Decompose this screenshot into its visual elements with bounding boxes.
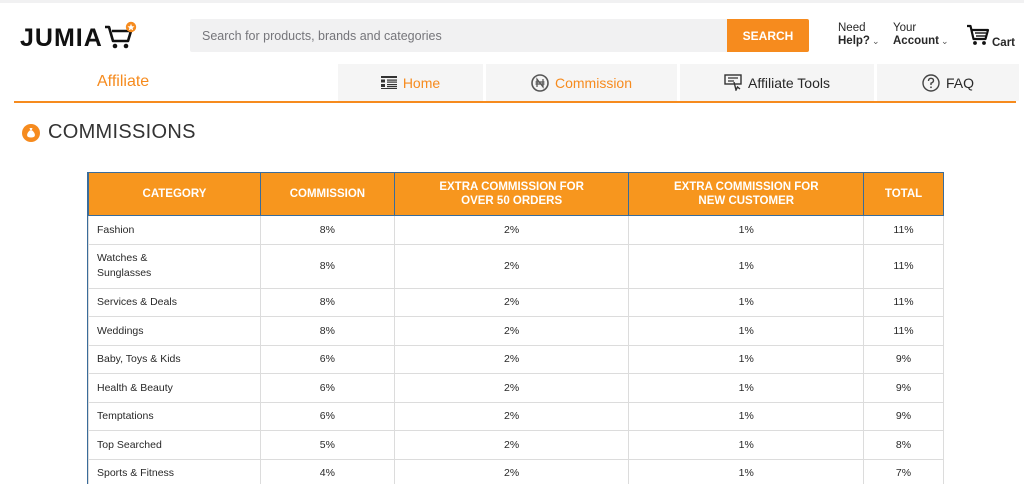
commission-cell: 8% — [259, 287, 395, 317]
extra-50-orders-cell: 2% — [393, 401, 630, 431]
extra-new-customer-cell: 1% — [628, 243, 865, 289]
search-box — [190, 19, 728, 52]
extra-new-customer-cell: 1% — [628, 458, 865, 484]
commission-cell: 8% — [259, 243, 395, 289]
commission-cell: 6% — [259, 401, 395, 431]
tab-faq[interactable]: FAQ — [877, 64, 1019, 101]
total-cell: 9% — [863, 401, 944, 431]
category-cell: Temptations — [88, 401, 261, 431]
account-menu[interactable]: Your Account ⌄ — [893, 22, 949, 48]
chevron-down-icon: ⌄ — [941, 36, 949, 46]
affiliate-tabs: Home Commission Affiliate Tools — [338, 64, 1019, 101]
page-heading: COMMISSIONS — [22, 121, 196, 144]
category-cell: Watches & Sunglasses — [88, 243, 261, 289]
logo-text: JUMIA — [20, 24, 103, 52]
extra-50-orders-cell: 2% — [393, 215, 630, 245]
tab-home-label: Home — [402, 74, 441, 91]
site-header: JUMIA SEARCH Need Help?⌄ Your Account⌄ — [0, 0, 1024, 64]
column-header-total: TOTAL — [863, 172, 944, 216]
total-cell: 9% — [863, 373, 944, 403]
category-cell: Baby, Toys & Kids — [88, 344, 261, 374]
question-icon — [922, 73, 940, 92]
cart-icon — [966, 24, 990, 51]
account-line1: Your — [893, 22, 917, 34]
category-cell: Services & Deals — [88, 287, 261, 317]
account-line2: Account — [893, 35, 939, 47]
total-cell: 11% — [863, 316, 944, 346]
category-cell: Health & Beauty — [88, 373, 261, 403]
extra-new-customer-cell: 1% — [628, 316, 865, 346]
category-cell: Sports & Fitness — [88, 458, 261, 484]
commission-cell: 4% — [259, 458, 395, 484]
search-button[interactable]: SEARCH — [727, 19, 809, 52]
list-icon — [380, 76, 397, 89]
extra-50-orders-cell: 2% — [393, 373, 630, 403]
nav-divider — [14, 101, 1016, 103]
extra-50-orders-cell: 2% — [393, 287, 630, 317]
help-line2: Help? — [838, 35, 870, 47]
table-header-row: CATEGORY COMMISSION EXTRA COMMISSION FOR… — [88, 172, 944, 216]
total-cell: 11% — [863, 215, 944, 245]
extra-new-customer-cell: 1% — [628, 215, 865, 245]
commission-cell: 5% — [259, 430, 395, 460]
help-menu[interactable]: Need Help? ⌄ — [838, 22, 880, 48]
help-line1: Need — [838, 22, 866, 34]
total-cell: 8% — [863, 430, 944, 460]
tab-home[interactable]: Home — [338, 64, 483, 101]
tab-commission-label: Commission — [554, 74, 632, 91]
extra-50-orders-cell: 2% — [393, 316, 630, 346]
naira-coin-icon — [531, 73, 549, 92]
table-row: Health & Beauty 6% 2% 1% 9% — [88, 373, 944, 403]
tools-icon — [724, 74, 742, 91]
table-row: Fashion 8% 2% 1% 11% — [88, 215, 944, 245]
total-cell: 7% — [863, 458, 944, 484]
search-input[interactable] — [190, 19, 728, 52]
table-row: Services & Deals 8% 2% 1% 11% — [88, 287, 944, 317]
logo-cart-icon — [104, 21, 138, 56]
table-row: Baby, Toys & Kids 6% 2% 1% 9% — [88, 344, 944, 374]
jumia-logo[interactable]: JUMIA — [20, 21, 138, 56]
commissions-table: CATEGORY COMMISSION EXTRA COMMISSION FOR… — [88, 172, 944, 484]
commission-cell: 6% — [259, 373, 395, 403]
moneybag-icon — [22, 123, 40, 142]
cart-link[interactable]: Cart — [966, 24, 1015, 51]
column-header-commission: COMMISSION — [259, 172, 395, 216]
tab-faq-label: FAQ — [945, 74, 974, 91]
column-header-extra-50-orders: EXTRA COMMISSION FOR OVER 50 ORDERS — [393, 172, 630, 216]
table-row: Temptations 6% 2% 1% 9% — [88, 401, 944, 431]
commission-cell: 8% — [259, 316, 395, 346]
commission-cell: 6% — [259, 344, 395, 374]
total-cell: 11% — [863, 243, 944, 289]
extra-new-customer-cell: 1% — [628, 401, 865, 431]
category-cell: Top Searched — [88, 430, 261, 460]
tab-affiliate-tools-label: Affiliate Tools — [748, 74, 830, 91]
affiliate-title[interactable]: Affiliate — [97, 73, 150, 90]
tab-commission[interactable]: Commission — [486, 64, 677, 101]
column-header-category: CATEGORY — [88, 172, 261, 216]
extra-new-customer-cell: 1% — [628, 287, 865, 317]
extra-new-customer-cell: 1% — [628, 373, 865, 403]
total-cell: 9% — [863, 344, 944, 374]
extra-50-orders-cell: 2% — [393, 344, 630, 374]
category-cell: Weddings — [88, 316, 261, 346]
commission-cell: 8% — [259, 215, 395, 245]
page-title: COMMISSIONS — [48, 121, 196, 143]
extra-50-orders-cell: 2% — [393, 430, 630, 460]
table-row: Watches & Sunglasses 8% 2% 1% 11% — [88, 243, 944, 289]
extra-new-customer-cell: 1% — [628, 430, 865, 460]
extra-50-orders-cell: 2% — [393, 458, 630, 484]
tab-affiliate-tools[interactable]: Affiliate Tools — [680, 64, 874, 101]
table-row: Weddings 8% 2% 1% 11% — [88, 316, 944, 346]
table-row: Sports & Fitness 4% 2% 1% 7% — [88, 458, 944, 484]
extra-new-customer-cell: 1% — [628, 344, 865, 374]
cart-label: Cart — [992, 37, 1016, 49]
chevron-down-icon: ⌄ — [871, 36, 880, 46]
category-cell: Fashion — [88, 215, 261, 245]
total-cell: 11% — [863, 287, 944, 317]
column-header-extra-new-customer: EXTRA COMMISSION FOR NEW CUSTOMER — [628, 172, 865, 216]
table-row: Top Searched 5% 2% 1% 8% — [88, 430, 944, 460]
extra-50-orders-cell: 2% — [393, 243, 630, 289]
commissions-table-wrapper: CATEGORY COMMISSION EXTRA COMMISSION FOR… — [87, 172, 944, 484]
affiliate-nav: Affiliate Home — [0, 64, 1024, 104]
